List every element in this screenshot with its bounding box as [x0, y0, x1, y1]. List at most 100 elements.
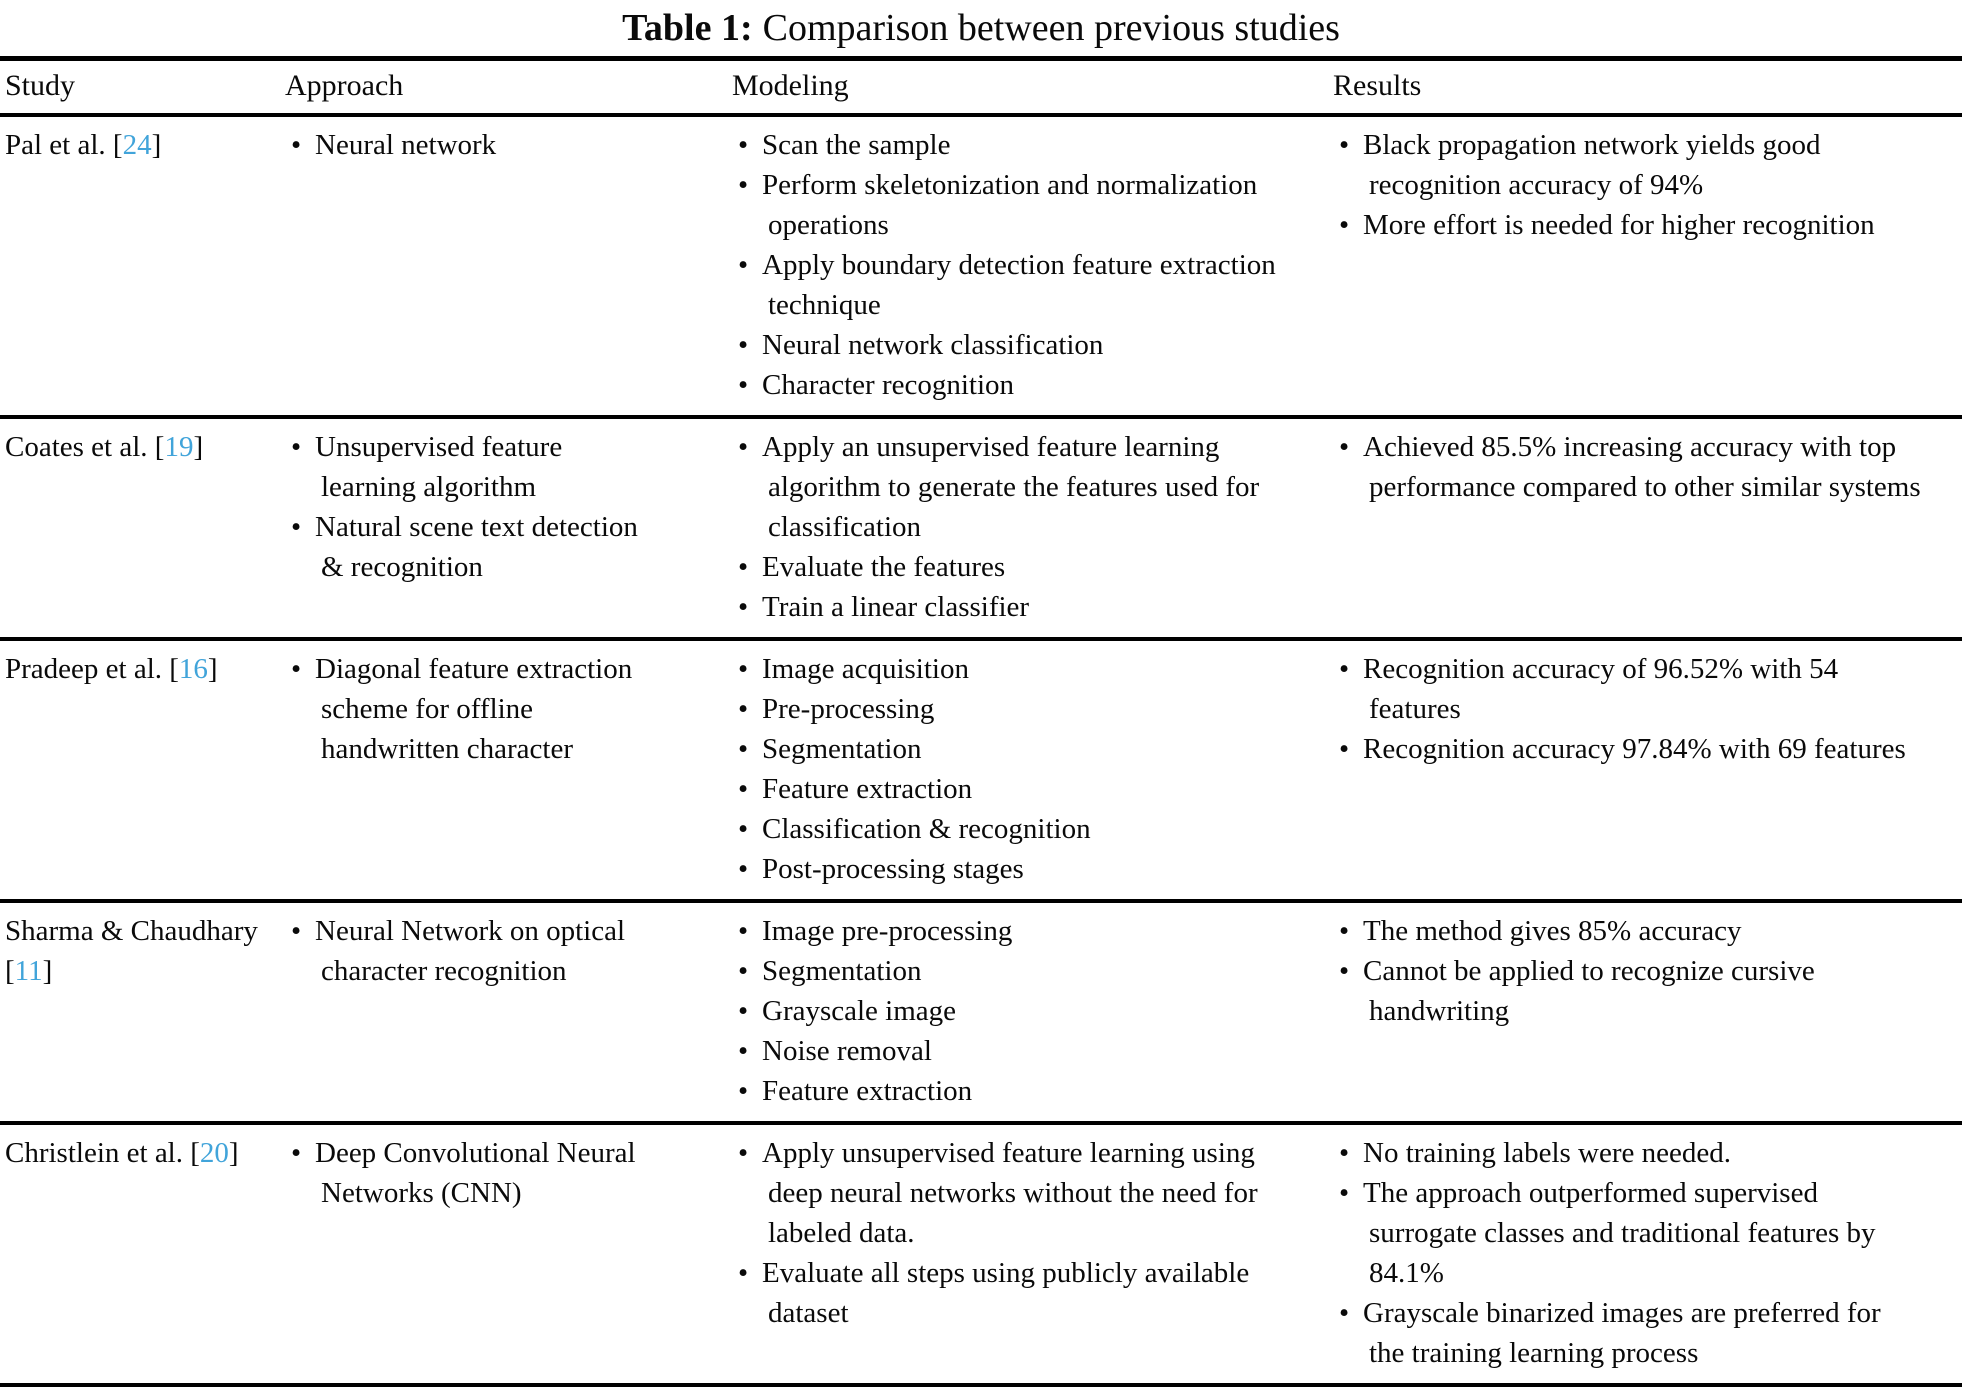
approach-bullet-list: Neural Network on optical character reco…: [285, 911, 664, 991]
study-cell: Pradeep et al. [16]: [0, 639, 285, 901]
approach-bullet-list: Diagonal feature extraction scheme for o…: [285, 649, 664, 769]
table-row: Christlein et al. [20] Deep Convolutiona…: [0, 1123, 1962, 1386]
modeling-bullet-item: Grayscale image: [732, 991, 1283, 1031]
study-name: Coates et al. [: [5, 431, 165, 463]
modeling-bullet-item: Train a linear classifier: [732, 587, 1283, 627]
modeling-bullet-item: Evaluate all steps using publicly availa…: [732, 1253, 1283, 1333]
modeling-bullet-item: Apply unsupervised feature learning usin…: [732, 1133, 1283, 1253]
modeling-bullet-item: Apply boundary detection feature extract…: [732, 245, 1283, 325]
modeling-bullet-item: Pre-processing: [732, 689, 1283, 729]
citation-link[interactable]: 24: [122, 129, 152, 161]
approach-bullet-item: Unsupervised feature learning algorithm: [285, 427, 664, 507]
column-header-modeling: Modeling: [732, 58, 1333, 117]
modeling-bullet-item: Segmentation: [732, 729, 1283, 769]
study-name-bracket: ]: [42, 955, 53, 987]
table-caption-text: Comparison between previous studies: [762, 7, 1340, 49]
results-bullet-item: The method gives 85% accuracy: [1333, 911, 1922, 951]
approach-bullet-item: Diagonal feature extraction scheme for o…: [285, 649, 664, 769]
column-header-results: Results: [1333, 58, 1962, 117]
modeling-bullet-item: Feature extraction: [732, 769, 1283, 809]
results-cell: The method gives 85% accuracyCannot be a…: [1333, 901, 1962, 1123]
approach-bullet-item: Deep Convolutional Neural Networks (CNN): [285, 1133, 664, 1213]
table-row: Pradeep et al. [16] Diagonal feature ext…: [0, 639, 1962, 901]
modeling-cell: Scan the samplePerform skeletonization a…: [732, 115, 1333, 417]
citation-link[interactable]: 16: [178, 653, 208, 685]
study-cell: Christlein et al. [20]: [0, 1123, 285, 1386]
modeling-cell: Image pre-processingSegmentationGrayscal…: [732, 901, 1333, 1123]
study-name: Pal et al. [: [5, 129, 123, 161]
results-bullet-item: More effort is needed for higher recogni…: [1333, 205, 1922, 245]
results-cell: Black propagation network yields good re…: [1333, 115, 1962, 417]
study-name-bracket: ]: [151, 129, 162, 161]
results-bullet-item: Recognition accuracy of 96.52% with 54 f…: [1333, 649, 1922, 729]
approach-cell: Neural Network on optical character reco…: [285, 901, 732, 1123]
approach-cell: Neural network: [285, 115, 732, 417]
results-bullet-item: Achieved 85.5% increasing accuracy with …: [1333, 427, 1922, 507]
study-name-bracket: ]: [207, 653, 218, 685]
modeling-bullet-item: Post-processing stages: [732, 849, 1283, 889]
modeling-cell: Image acquisitionPre-processingSegmentat…: [732, 639, 1333, 901]
approach-bullet-list: Unsupervised feature learning algorithmN…: [285, 427, 664, 587]
modeling-bullet-item: Image pre-processing: [732, 911, 1283, 951]
modeling-bullet-item: Segmentation: [732, 951, 1283, 991]
study-cell: Pal et al. [24]: [0, 115, 285, 417]
study-name: Sharma & Chaudhary [: [5, 915, 258, 987]
modeling-bullet-item: Feature extraction: [732, 1071, 1283, 1111]
modeling-bullet-item: Character recognition: [732, 365, 1283, 405]
results-bullet-list: The method gives 85% accuracyCannot be a…: [1333, 911, 1922, 1031]
approach-bullet-item: Neural Network on optical character reco…: [285, 911, 664, 991]
study-name-bracket: ]: [228, 1137, 239, 1169]
study-cell: Coates et al. [19]: [0, 417, 285, 639]
results-bullet-list: No training labels were needed.The appro…: [1333, 1133, 1922, 1373]
results-cell: Achieved 85.5% increasing accuracy with …: [1333, 417, 1962, 639]
modeling-bullet-item: Noise removal: [732, 1031, 1283, 1071]
modeling-cell: Apply unsupervised feature learning usin…: [732, 1123, 1333, 1386]
table-header-row: Study Approach Modeling Results: [0, 58, 1962, 117]
modeling-bullet-list: Apply unsupervised feature learning usin…: [732, 1133, 1283, 1333]
modeling-bullet-item: Neural network classification: [732, 325, 1283, 365]
modeling-bullet-list: Image pre-processingSegmentationGrayscal…: [732, 911, 1283, 1111]
column-header-study: Study: [0, 58, 285, 117]
column-header-approach: Approach: [285, 58, 732, 117]
approach-bullet-item: Neural network: [285, 125, 664, 165]
results-bullet-list: Black propagation network yields good re…: [1333, 125, 1922, 245]
modeling-bullet-list: Image acquisitionPre-processingSegmentat…: [732, 649, 1283, 889]
approach-bullet-item: Natural scene text detection & recogniti…: [285, 507, 664, 587]
citation-link[interactable]: 20: [199, 1137, 229, 1169]
modeling-bullet-list: Scan the samplePerform skeletonization a…: [732, 125, 1283, 405]
study-cell: Sharma & Chaudhary [11]: [0, 901, 285, 1123]
approach-cell: Unsupervised feature learning algorithmN…: [285, 417, 732, 639]
approach-cell: Deep Convolutional Neural Networks (CNN): [285, 1123, 732, 1386]
table-body: Pal et al. [24] Neural network Scan the …: [0, 115, 1962, 1386]
modeling-cell: Apply an unsupervised feature learning a…: [732, 417, 1333, 639]
modeling-bullet-item: Apply an unsupervised feature learning a…: [732, 427, 1283, 547]
results-bullet-list: Recognition accuracy of 96.52% with 54 f…: [1333, 649, 1922, 769]
modeling-bullet-item: Image acquisition: [732, 649, 1283, 689]
results-bullet-list: Achieved 85.5% increasing accuracy with …: [1333, 427, 1922, 507]
study-name: Pradeep et al. [: [5, 653, 179, 685]
table-row: Coates et al. [19] Unsupervised feature …: [0, 417, 1962, 639]
results-bullet-item: Recognition accuracy 97.84% with 69 feat…: [1333, 729, 1922, 769]
results-bullet-item: The approach outperformed supervised sur…: [1333, 1173, 1922, 1293]
modeling-bullet-item: Perform skeletonization and normalizatio…: [732, 165, 1283, 245]
modeling-bullet-item: Classification & recognition: [732, 809, 1283, 849]
study-name: Christlein et al. [: [5, 1137, 200, 1169]
table-caption: Table 1: Comparison between previous stud…: [0, 0, 1962, 56]
results-cell: No training labels were needed.The appro…: [1333, 1123, 1962, 1386]
approach-bullet-list: Deep Convolutional Neural Networks (CNN): [285, 1133, 664, 1213]
citation-link[interactable]: 11: [14, 955, 43, 987]
results-bullet-item: Cannot be applied to recognize cursive h…: [1333, 951, 1922, 1031]
results-cell: Recognition accuracy of 96.52% with 54 f…: [1333, 639, 1962, 901]
results-bullet-item: No training labels were needed.: [1333, 1133, 1922, 1173]
modeling-bullet-item: Scan the sample: [732, 125, 1283, 165]
modeling-bullet-item: Evaluate the features: [732, 547, 1283, 587]
results-bullet-item: Black propagation network yields good re…: [1333, 125, 1922, 205]
table-row: Pal et al. [24] Neural network Scan the …: [0, 115, 1962, 417]
table-caption-label: Table 1:: [622, 7, 753, 49]
table-row: Sharma & Chaudhary [11] Neural Network o…: [0, 901, 1962, 1123]
comparison-table: Study Approach Modeling Results Pal et a…: [0, 56, 1962, 1387]
citation-link[interactable]: 19: [164, 431, 194, 463]
approach-bullet-list: Neural network: [285, 125, 664, 165]
approach-cell: Diagonal feature extraction scheme for o…: [285, 639, 732, 901]
